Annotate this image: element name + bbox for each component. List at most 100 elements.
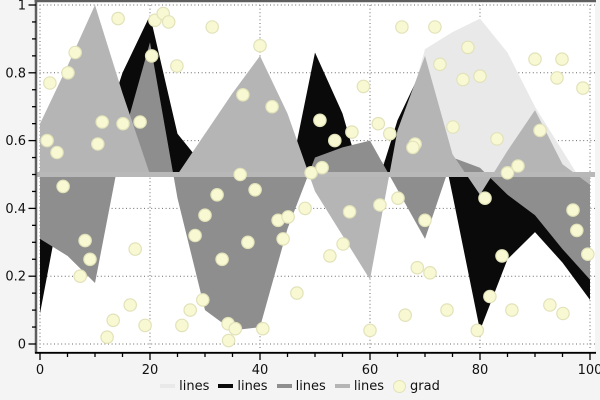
scatter-point [95,115,109,129]
area-series-4 [40,5,590,280]
scatter-point [395,20,409,34]
y-tick-label: 1 [18,0,26,14]
scatter-point [456,72,470,87]
legend-swatch-line-1 [160,384,176,388]
scatter-point [406,140,420,155]
x-tick-label: 0 [36,363,44,378]
scatter-point [313,113,327,128]
scatter-point [68,45,82,60]
scatter-point [336,237,350,251]
x-tick-label: 80 [472,363,489,378]
y-tick-label: 0.8 [5,66,26,81]
legend-item-lines-2: lines [218,378,268,394]
scatter-point [215,252,229,267]
scatter-series-grad [40,6,595,348]
scatter-point [56,179,70,194]
scatter-point [511,159,525,173]
scatter-point [382,127,397,141]
scatter-point [100,330,114,344]
scatter-point [356,79,371,94]
scatter-point [248,183,262,197]
scatter-point [576,81,590,95]
scatter-point [265,99,279,114]
scatter-point [228,321,243,336]
legend-item-grad-label: grad [410,378,440,394]
scatter-point [221,333,236,348]
scatter-point [111,11,125,26]
scatter-point [40,133,54,148]
scatter-point [83,252,97,267]
legend-item-lines-2-label: lines [237,378,268,394]
scatter-point [78,233,92,248]
scatter-point [446,120,460,134]
scatter-point [418,213,432,228]
scatter-point [327,133,342,148]
legend-item-lines-1: lines [160,379,209,394]
scatter-point [50,145,64,160]
scatter-point [123,298,137,312]
scatter-point [345,125,359,139]
scatter-point [290,286,304,300]
x-tick-label: 100 [578,363,600,378]
scatter-point [428,20,442,34]
scatter-point [175,318,189,333]
scatter-point [133,115,147,129]
scatter-point [478,191,492,205]
scatter-point [483,289,497,304]
area-series-1 [40,18,590,195]
legend-swatch-line-3 [276,384,292,388]
scatter-point [470,323,485,338]
scatter-point [556,306,570,321]
scatter-point [569,223,584,238]
scatter-point [533,123,547,138]
scatter-point [473,69,487,83]
scatter-point [505,303,519,317]
scatter-point [116,116,130,131]
y-tick-label: 0.4 [5,202,26,217]
scatter-point [495,249,509,263]
scatter-point [298,201,312,216]
scatter-point [555,52,569,66]
scatter-point [106,313,120,328]
scatter-point [161,15,176,29]
scatter-point [342,205,357,219]
legend-item-lines-1-label: lines [179,378,210,394]
scatter-point [323,249,337,263]
scatter-point [580,247,595,261]
scatter-point [73,269,87,283]
scatter-point [241,235,255,250]
scatter-point [138,318,152,333]
x-tick-label: 40 [252,363,269,378]
scatter-point [170,59,184,73]
scatter-point [253,38,267,53]
tick-labels: 0 20 40 60 80 100 0 0.2 0.4 0.6 0.8 1 [5,0,600,378]
x-tick-label: 60 [362,363,379,378]
scatter-point [183,303,197,317]
scatter-point [423,265,437,280]
y-tick-label: 0 [18,338,26,353]
scatter-point [490,132,504,146]
scatter-point [500,166,515,180]
scatter-point [233,167,247,182]
legend-item-lines-4: lines [334,378,385,394]
tick-marks [28,4,591,360]
scatter-point [391,191,405,205]
legend-item-lines-3: lines [276,379,326,394]
scatter-point [205,20,219,34]
scatter-point [255,321,270,336]
scatter-point [363,323,377,338]
scatter-point [461,40,475,55]
legend-item-lines-4-label: lines [353,378,385,394]
scatter-point [61,66,75,80]
scatter-point [198,208,212,222]
scatter-point [440,303,454,317]
scatter-point [210,188,224,202]
scatter-point [43,76,57,90]
scatter-point [543,298,557,312]
scatter-point [373,198,387,212]
scatter-point [315,160,329,175]
scatter-point [281,210,295,224]
scatter-point [144,49,159,63]
x-tick-label: 20 [142,363,159,378]
